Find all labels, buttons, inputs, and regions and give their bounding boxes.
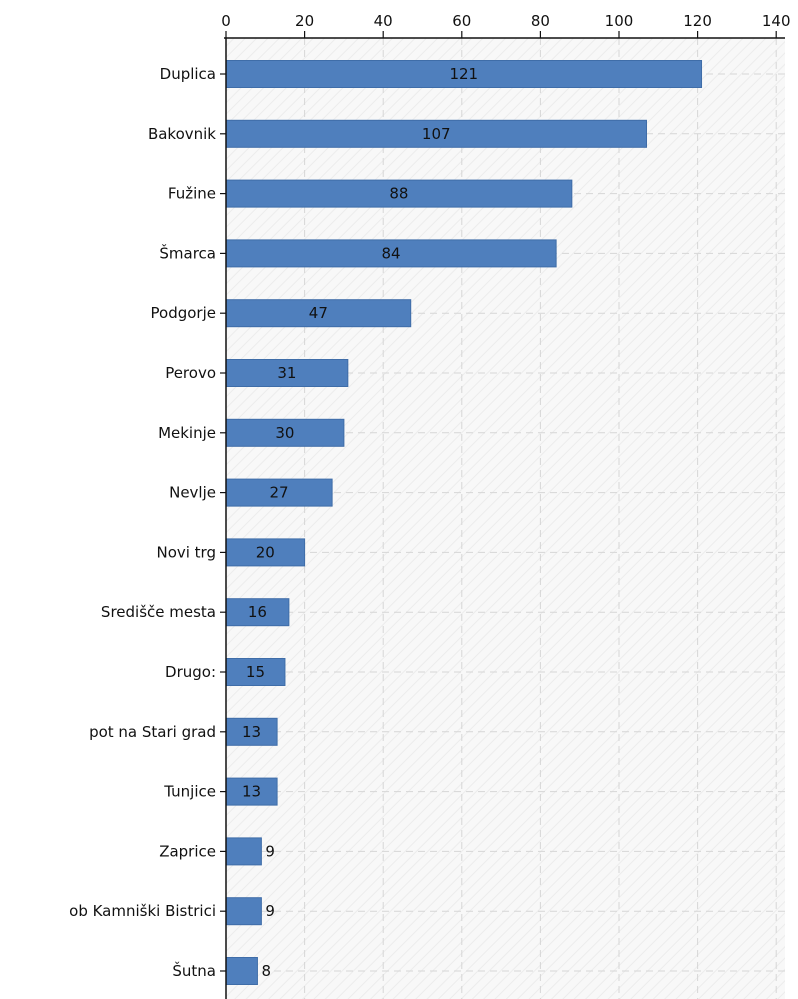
category-label: Novi trg xyxy=(156,543,216,561)
x-tick-label: 80 xyxy=(531,12,550,30)
x-tick-label: 20 xyxy=(295,12,314,30)
bar xyxy=(225,418,345,447)
bar xyxy=(225,897,262,926)
value-label: 30 xyxy=(275,424,294,442)
category-label: Tunjice xyxy=(163,783,216,801)
category-label: Zaprice xyxy=(159,842,216,860)
category-label: Mekinje xyxy=(158,424,216,442)
value-label: 88 xyxy=(389,185,408,203)
bar xyxy=(225,658,286,686)
value-label: 121 xyxy=(449,65,478,83)
category-label: Šutna xyxy=(172,961,216,980)
category-label: Podgorje xyxy=(151,304,216,322)
category-label: ob Kamniški Bistrici xyxy=(69,902,216,920)
value-label: 107 xyxy=(422,125,451,143)
bar xyxy=(225,837,262,866)
value-label: 31 xyxy=(277,364,296,382)
bar xyxy=(225,717,278,746)
bar xyxy=(225,478,333,507)
bar xyxy=(225,119,648,148)
category-label: Nevlje xyxy=(169,484,216,502)
bars xyxy=(225,60,703,985)
value-label: 20 xyxy=(256,543,275,561)
category-label: Središče mesta xyxy=(101,603,216,621)
value-label: 15 xyxy=(246,663,265,681)
x-tick-label: 60 xyxy=(452,12,471,30)
category-label: Šmarca xyxy=(159,243,216,262)
value-label: 9 xyxy=(265,902,275,920)
value-label: 13 xyxy=(242,783,261,801)
category-label: Fužine xyxy=(168,185,216,203)
value-label: 9 xyxy=(265,842,275,860)
category-label: pot na Stari grad xyxy=(89,723,216,741)
category-label: Duplica xyxy=(160,65,216,83)
bar xyxy=(225,239,557,268)
value-label: 13 xyxy=(242,723,261,741)
x-tick-label: 0 xyxy=(221,12,231,30)
category-label: Bakovnik xyxy=(148,125,216,143)
value-label: 8 xyxy=(261,962,271,980)
bar xyxy=(225,598,290,627)
bar xyxy=(225,538,306,567)
value-label: 84 xyxy=(382,244,401,262)
axes: 0 20 40 60 80 100 120 140 xyxy=(220,12,791,999)
labels: Duplica 121 Bakovnik 107 Fužine 88 Šmarca 84 Pod… xyxy=(69,65,478,980)
value-label: 27 xyxy=(270,484,289,502)
x-tick-label: 40 xyxy=(374,12,393,30)
x-tick-label: 120 xyxy=(683,12,712,30)
value-label: 16 xyxy=(248,603,267,621)
bar xyxy=(225,957,258,985)
bar xyxy=(225,60,703,88)
category-label: Perovo xyxy=(165,364,216,382)
value-label: 47 xyxy=(309,304,328,322)
x-tick-label: 140 xyxy=(762,12,791,30)
x-tick-label: 100 xyxy=(605,12,634,30)
category-label: Drugo: xyxy=(165,663,216,681)
